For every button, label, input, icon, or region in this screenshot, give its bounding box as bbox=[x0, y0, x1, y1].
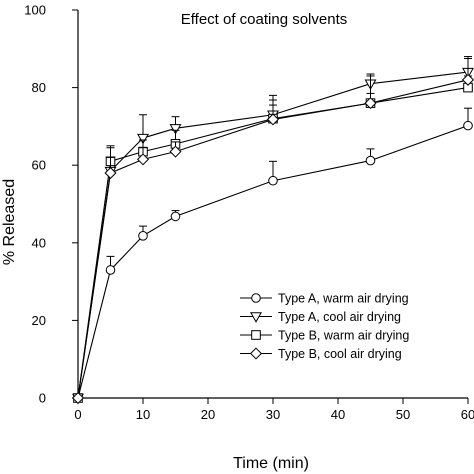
legend-entry-3: Type B, cool air drying bbox=[240, 347, 402, 361]
data-point-3-6 bbox=[461, 73, 474, 86]
legend-entry-1: Type A, cool air drying bbox=[240, 310, 401, 324]
legend-marker-3 bbox=[249, 347, 263, 360]
legend-marker-0 bbox=[251, 293, 261, 303]
legend-marker-1 bbox=[250, 312, 262, 323]
legend: Type A, warm air drying Type A, cool air … bbox=[240, 292, 409, 361]
data-point-0-4 bbox=[268, 175, 278, 186]
x-tick-label-3: 30 bbox=[266, 407, 280, 422]
legend-entry-0: Type A, warm air drying bbox=[240, 292, 409, 306]
series-group bbox=[71, 56, 474, 405]
legend-marker-2 bbox=[251, 330, 261, 340]
legend-label-1: Type A, cool air drying bbox=[278, 310, 401, 324]
series-3 bbox=[71, 58, 474, 405]
legend-entry-2: Type B, warm air drying bbox=[240, 329, 409, 343]
x-tick-label-5: 50 bbox=[396, 407, 410, 422]
data-point-3-2 bbox=[136, 153, 150, 166]
data-point-0-6 bbox=[463, 120, 473, 131]
series-line-3 bbox=[77, 79, 469, 399]
y-tick-label-1: 20 bbox=[32, 313, 46, 328]
data-point-3-3 bbox=[169, 145, 182, 158]
x-tick-label-1: 10 bbox=[136, 407, 150, 422]
data-point-0-3 bbox=[170, 211, 181, 222]
y-tick-label-3: 60 bbox=[32, 158, 46, 173]
x-tick-label-2: 20 bbox=[201, 407, 215, 422]
legend-label-2: Type B, warm air drying bbox=[278, 329, 409, 343]
data-point-3-0 bbox=[71, 391, 85, 405]
axes: 0 20 40 60 80 100 0 10 20 30 40 50 60 bbox=[24, 3, 474, 423]
x-tick-label-6: 60 bbox=[461, 407, 474, 422]
x-tick-label-4: 40 bbox=[331, 407, 345, 422]
series-0 bbox=[73, 107, 473, 403]
data-point-0-2 bbox=[138, 231, 148, 241]
x-tick-label-0: 0 bbox=[74, 407, 81, 422]
x-axis-title: Time (min) bbox=[233, 455, 309, 472]
data-point-1-2 bbox=[137, 133, 149, 145]
data-point-0-1 bbox=[105, 265, 116, 275]
data-point-0-5 bbox=[365, 155, 376, 166]
chart-title: Effect of coating solvents bbox=[181, 11, 348, 28]
data-point-3-5 bbox=[364, 97, 377, 110]
y-tick-label-5: 100 bbox=[24, 3, 46, 18]
legend-label-3: Type B, cool air drying bbox=[278, 347, 402, 361]
data-point-3-1 bbox=[104, 166, 117, 179]
y-tick-label-4: 80 bbox=[32, 80, 46, 95]
y-axis-title: % Released bbox=[1, 179, 18, 265]
y-tick-label-2: 40 bbox=[32, 235, 46, 250]
data-point-1-3 bbox=[169, 124, 182, 135]
data-point-3-4 bbox=[266, 113, 280, 126]
y-tick-label-0: 0 bbox=[39, 391, 46, 406]
legend-label-0: Type A, warm air drying bbox=[278, 292, 409, 306]
